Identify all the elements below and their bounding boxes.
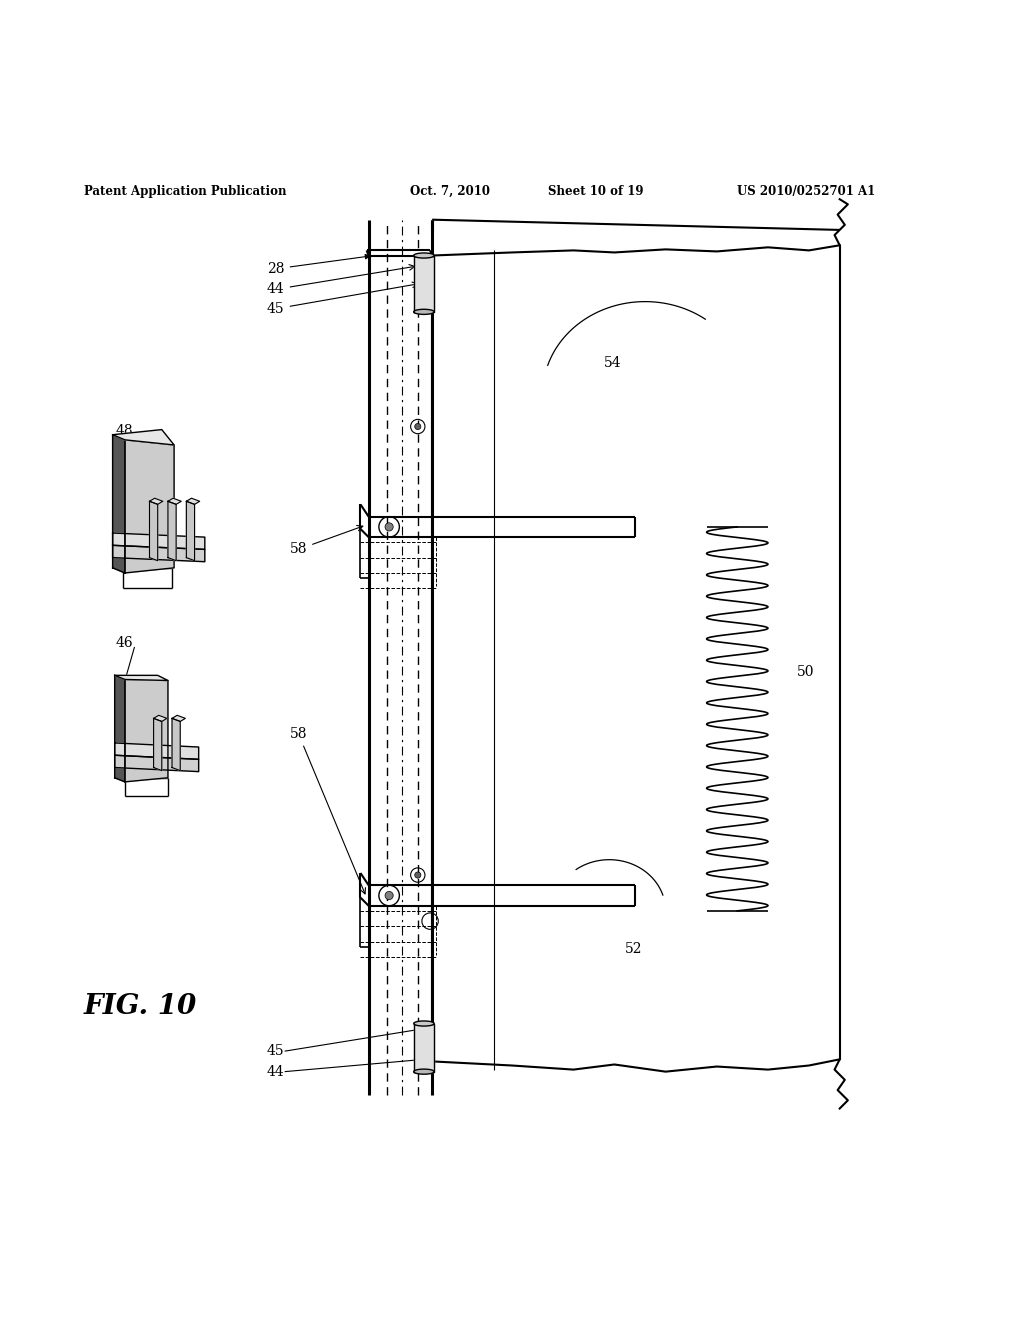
Polygon shape — [154, 715, 167, 722]
Polygon shape — [168, 502, 176, 561]
Polygon shape — [186, 502, 195, 561]
Text: FIG. 10: FIG. 10 — [84, 994, 198, 1020]
Polygon shape — [150, 502, 158, 561]
Text: US 2010/0252701 A1: US 2010/0252701 A1 — [737, 185, 876, 198]
Polygon shape — [414, 1023, 434, 1072]
Text: 45: 45 — [267, 1044, 285, 1059]
Text: 52: 52 — [625, 941, 642, 956]
Text: Oct. 7, 2010: Oct. 7, 2010 — [410, 185, 489, 198]
Circle shape — [415, 873, 421, 878]
Ellipse shape — [414, 1020, 434, 1026]
Polygon shape — [186, 498, 200, 504]
Polygon shape — [172, 715, 185, 722]
Polygon shape — [125, 440, 174, 573]
Ellipse shape — [414, 253, 434, 259]
Text: 48: 48 — [116, 424, 133, 438]
Text: 44: 44 — [267, 264, 415, 296]
Text: Sheet 10 of 19: Sheet 10 of 19 — [548, 185, 643, 198]
Polygon shape — [113, 533, 205, 549]
Polygon shape — [115, 743, 199, 759]
Polygon shape — [115, 676, 125, 781]
Polygon shape — [113, 434, 125, 573]
Polygon shape — [154, 718, 162, 771]
Polygon shape — [172, 718, 180, 771]
Circle shape — [385, 891, 393, 900]
Polygon shape — [125, 680, 168, 781]
Text: 45: 45 — [267, 282, 418, 315]
Text: 58: 58 — [290, 525, 362, 557]
Ellipse shape — [414, 309, 434, 314]
Text: 54: 54 — [604, 356, 622, 370]
Polygon shape — [113, 545, 205, 562]
Polygon shape — [113, 429, 174, 445]
Polygon shape — [168, 498, 181, 504]
Text: Patent Application Publication: Patent Application Publication — [84, 185, 287, 198]
Text: 44: 44 — [267, 1065, 285, 1078]
Polygon shape — [150, 498, 163, 504]
Polygon shape — [115, 676, 168, 681]
Circle shape — [385, 523, 393, 531]
Text: 46: 46 — [116, 636, 133, 649]
Text: 58: 58 — [290, 727, 366, 894]
Text: 50: 50 — [797, 665, 814, 680]
Ellipse shape — [414, 1069, 434, 1074]
Circle shape — [415, 424, 421, 429]
Polygon shape — [115, 755, 199, 772]
Text: 28: 28 — [267, 255, 370, 276]
Polygon shape — [414, 256, 434, 312]
